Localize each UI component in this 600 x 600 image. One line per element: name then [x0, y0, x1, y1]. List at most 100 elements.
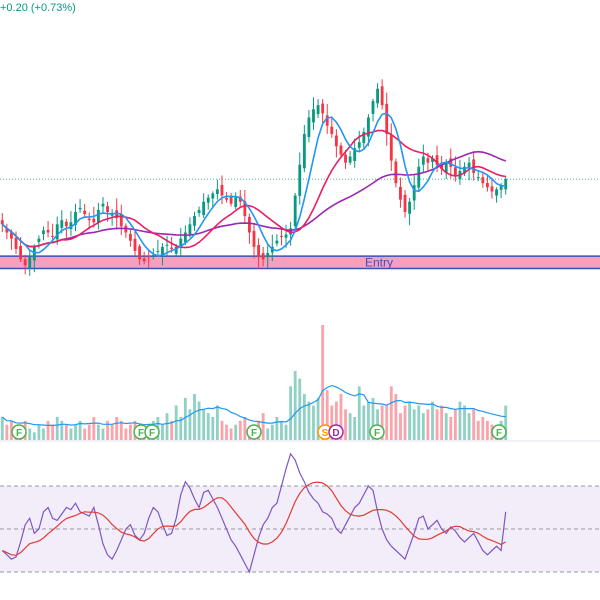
candle[interactable] [353, 138, 357, 168]
volume-bar[interactable] [183, 397, 187, 440]
volume-bar[interactable] [78, 420, 82, 440]
event-marker-dividend[interactable]: D [328, 424, 344, 440]
candle[interactable] [261, 246, 265, 267]
candle[interactable] [193, 211, 196, 231]
volume-bar[interactable] [353, 417, 357, 440]
volume-bar[interactable] [46, 420, 50, 440]
volume-bar[interactable] [344, 409, 347, 440]
candle[interactable] [252, 223, 256, 259]
candle[interactable] [133, 229, 137, 256]
volume-bar[interactable] [243, 417, 247, 440]
candle[interactable] [275, 234, 279, 247]
candle[interactable] [334, 129, 338, 158]
candle[interactable] [96, 202, 100, 230]
volume-bar[interactable] [261, 413, 265, 440]
volume-bar[interactable] [481, 417, 485, 440]
volume-bar[interactable] [0, 417, 4, 440]
candle[interactable] [371, 98, 375, 122]
event-marker-earnings[interactable]: F [11, 424, 27, 440]
volume-bar[interactable] [403, 405, 407, 441]
candle[interactable] [92, 206, 96, 228]
volume-bar[interactable] [96, 424, 100, 440]
volume-bar[interactable] [170, 420, 174, 440]
candle[interactable] [0, 213, 4, 233]
volume-bar[interactable] [270, 424, 274, 440]
candle[interactable] [293, 192, 297, 232]
volume-bar[interactable] [371, 397, 375, 440]
volume-bar[interactable] [325, 390, 329, 440]
candle[interactable] [46, 220, 50, 238]
candle[interactable] [298, 152, 302, 205]
volume-bar[interactable] [106, 420, 109, 440]
candle[interactable] [302, 124, 306, 173]
candle[interactable] [399, 177, 402, 208]
candle[interactable] [307, 110, 311, 143]
volume-bar[interactable] [485, 420, 489, 440]
volume-bar[interactable] [463, 405, 466, 441]
event-marker-earnings[interactable]: F [133, 424, 149, 440]
event-marker-earnings[interactable]: F [369, 424, 385, 440]
candle[interactable] [28, 249, 32, 276]
candle[interactable] [453, 156, 457, 182]
volume-bar[interactable] [316, 397, 320, 440]
volume-bar[interactable] [280, 420, 283, 440]
volume-bar[interactable] [69, 428, 73, 441]
volume-bar[interactable] [476, 420, 480, 440]
candle[interactable] [344, 149, 347, 169]
volume-bar[interactable] [5, 424, 9, 440]
candle[interactable] [243, 189, 247, 224]
volume-bar[interactable] [110, 424, 114, 440]
volume-bar[interactable] [197, 401, 201, 440]
candle[interactable] [394, 158, 398, 188]
volume-bar[interactable] [64, 424, 68, 440]
candle[interactable] [248, 213, 251, 244]
candle[interactable] [385, 92, 389, 146]
candle[interactable] [215, 179, 219, 200]
candle[interactable] [119, 204, 123, 235]
volume-bar[interactable] [334, 401, 338, 440]
event-marker-earnings[interactable]: F [491, 424, 507, 440]
volume-bar[interactable] [179, 417, 183, 440]
volume-bar[interactable] [408, 401, 412, 440]
candle[interactable] [376, 83, 379, 108]
volume-bar[interactable] [339, 394, 343, 440]
event-marker-earnings[interactable]: F [144, 424, 160, 440]
candle[interactable] [202, 193, 206, 218]
candle[interactable] [74, 203, 77, 232]
volume-bar[interactable] [330, 405, 334, 441]
candle[interactable] [225, 192, 228, 203]
candle[interactable] [421, 144, 425, 173]
volume-bar[interactable] [60, 420, 64, 440]
volume-bar[interactable] [42, 428, 45, 441]
volume-bar[interactable] [83, 428, 87, 441]
volume-bar[interactable] [92, 417, 96, 440]
volume-bar[interactable] [229, 428, 233, 441]
volume-bar[interactable] [275, 417, 279, 440]
candle[interactable] [42, 226, 45, 241]
volume-bar[interactable] [302, 394, 306, 440]
candle[interactable] [188, 217, 192, 238]
volume-bar[interactable] [74, 424, 77, 440]
volume-bar[interactable] [458, 401, 462, 440]
volume-bar[interactable] [101, 428, 105, 441]
candle[interactable] [312, 97, 315, 130]
volume-bar[interactable] [472, 409, 476, 440]
volume-bar[interactable] [348, 413, 352, 440]
volume-bar[interactable] [37, 424, 41, 440]
volume-bar[interactable] [362, 405, 366, 441]
volume-bar[interactable] [366, 401, 370, 440]
volume-bar[interactable] [307, 401, 311, 440]
candle[interactable] [403, 189, 407, 218]
volume-bar[interactable] [51, 424, 55, 440]
price-panel[interactable]: Entry [0, 79, 600, 276]
candle[interactable] [101, 197, 105, 214]
volume-bar[interactable] [238, 420, 242, 440]
volume-bar[interactable] [220, 420, 224, 440]
volume-bar[interactable] [399, 413, 402, 440]
candle[interactable] [357, 130, 361, 151]
candle[interactable] [83, 204, 87, 217]
candle[interactable] [495, 187, 498, 203]
volume-bar[interactable] [431, 401, 434, 440]
candle[interactable] [412, 175, 416, 210]
candle[interactable] [23, 254, 27, 275]
